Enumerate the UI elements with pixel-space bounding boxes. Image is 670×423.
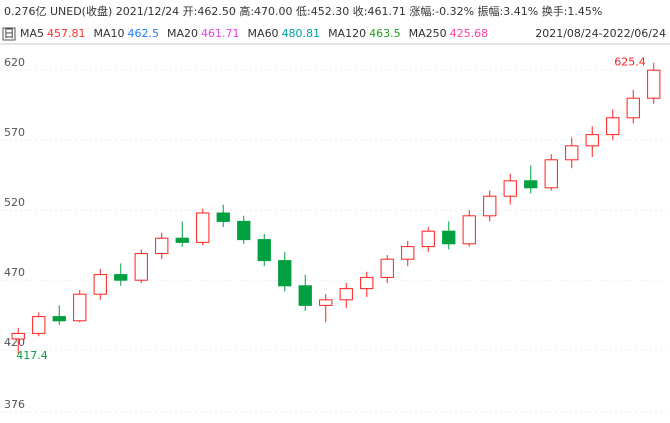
ma-name: MA250 (409, 27, 447, 40)
candle-body (340, 289, 352, 300)
low-label: 417.4 (16, 349, 48, 362)
candle-body (197, 213, 209, 242)
candle-body (156, 238, 168, 253)
candle-body (463, 216, 475, 244)
ma-name: MA120 (328, 27, 366, 40)
candle-body (320, 300, 332, 306)
candle-body (33, 317, 45, 334)
candle-body (238, 221, 250, 239)
chart: 0.276亿 UNED(收盘) 2021/12/24 开:462.50 高:47… (0, 0, 670, 423)
y-tick-label: 470 (4, 266, 25, 279)
candle-body (402, 247, 414, 260)
candle-body (279, 261, 291, 286)
candle-body (176, 238, 188, 242)
candle-body (381, 259, 393, 277)
candle-body (53, 317, 65, 321)
y-tick-label: 570 (4, 126, 25, 139)
ma-name: MA5 (20, 27, 44, 40)
candle-body (217, 213, 229, 221)
candle-body (258, 240, 270, 261)
y-tick-label: 376 (4, 398, 25, 411)
ma-value: 425.68 (450, 27, 489, 40)
ma-value: 461.71 (201, 27, 240, 40)
candle-body (525, 181, 537, 188)
ma-value: 457.81 (47, 27, 86, 40)
candle-body (422, 231, 434, 246)
ma-value: 463.5 (369, 27, 401, 40)
header: 0.276亿 UNED(收盘) 2021/12/24 开:462.50 高:47… (4, 4, 602, 18)
y-tick-label: 620 (4, 56, 25, 69)
background (0, 0, 670, 423)
candle-body (12, 333, 24, 339)
candle-body (545, 160, 557, 188)
ma-value: 462.5 (128, 27, 160, 40)
ma-name: MA10 (94, 27, 125, 40)
candle-body (484, 196, 496, 216)
candle-body (504, 181, 516, 196)
candle-body (586, 135, 598, 146)
period: 日 (4, 27, 15, 40)
candle-body (648, 70, 660, 98)
high-label: 625.4 (614, 56, 646, 69)
y-tick-label: 520 (4, 196, 25, 209)
candle-body (115, 275, 127, 281)
candle-body (74, 294, 86, 321)
date-range: 2021/08/24-2022/06/24 (535, 27, 666, 40)
candle-body (94, 275, 106, 295)
ma-name: MA20 (167, 27, 198, 40)
candle-body (566, 146, 578, 160)
candle-body (299, 286, 311, 306)
candle-body (627, 98, 639, 118)
candle-body (361, 277, 373, 288)
candle-body (607, 118, 619, 135)
ma-name: MA60 (248, 27, 279, 40)
ma-value: 480.81 (282, 27, 321, 40)
candle-body (135, 254, 147, 281)
candle-body (443, 231, 455, 244)
